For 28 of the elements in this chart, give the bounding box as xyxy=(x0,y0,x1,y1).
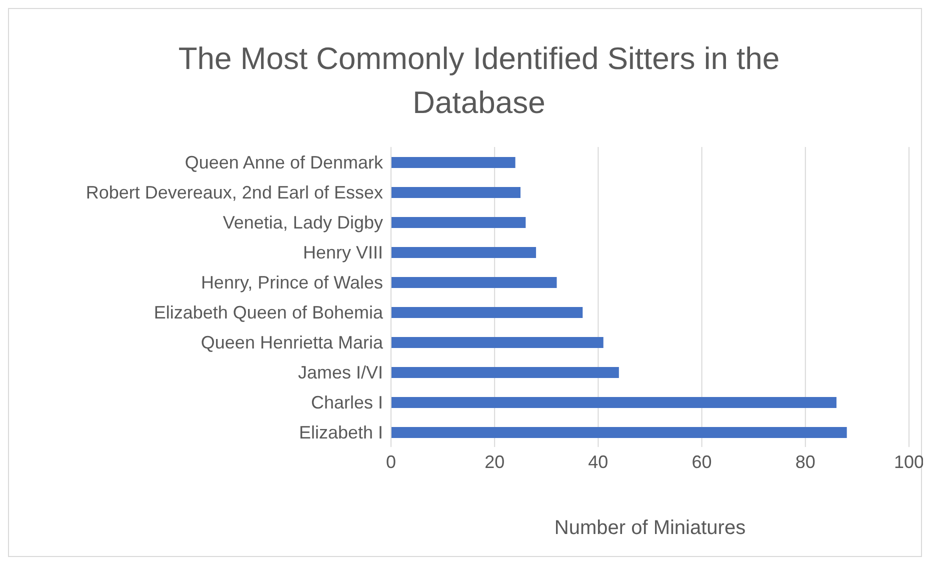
bar xyxy=(391,247,536,258)
bar xyxy=(391,367,619,378)
y-tick-label: Elizabeth Queen of Bohemia xyxy=(154,302,384,322)
y-tick-label: Robert Devereaux, 2nd Earl of Essex xyxy=(86,182,383,202)
chart-title: The Most Commonly Identified Sitters in the Database xyxy=(177,40,781,122)
x-tick-label: 80 xyxy=(795,452,816,472)
bar xyxy=(391,277,557,288)
y-tick-label: Venetia, Lady Digby xyxy=(222,212,383,232)
x-tick-label: 60 xyxy=(692,452,712,472)
y-tick-label: Elizabeth I xyxy=(298,422,383,442)
x-tick-label: 40 xyxy=(588,452,608,472)
y-tick-label: Henry, Prince of Wales xyxy=(200,272,383,292)
bar xyxy=(391,157,516,168)
x-tick-label: 20 xyxy=(484,452,505,472)
bar xyxy=(391,427,847,438)
bar xyxy=(391,397,836,408)
bar xyxy=(391,307,583,318)
x-tick-label: 100 xyxy=(894,452,924,472)
y-tick-label: Queen Henrietta Maria xyxy=(200,332,384,352)
x-axis-title: Number of Miniatures xyxy=(553,517,747,540)
y-tick-label: Queen Anne of Denmark xyxy=(184,152,384,172)
x-tick-label: 0 xyxy=(386,452,396,472)
y-tick-label: James I/VI xyxy=(298,362,383,382)
y-tick-label: Charles I xyxy=(310,392,383,412)
bar xyxy=(391,337,604,348)
bar xyxy=(391,217,526,228)
bar xyxy=(391,187,520,198)
y-tick-label: Henry VIII xyxy=(302,242,383,262)
